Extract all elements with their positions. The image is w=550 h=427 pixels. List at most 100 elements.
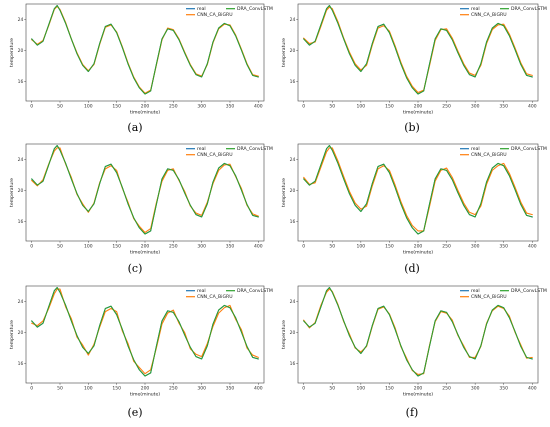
x-tick-label: 250 <box>442 104 451 110</box>
y-tick-label: 24 <box>18 17 24 23</box>
legend-label: CNN_CA_BiGRU <box>197 12 233 18</box>
x-tick-label: 0 <box>30 386 33 392</box>
x-tick-label: 50 <box>329 386 335 392</box>
series-line-cnn-ca-bigru <box>31 5 259 94</box>
x-tick-label: 400 <box>254 104 263 110</box>
x-tick-label: 300 <box>197 386 206 392</box>
x-tick-label: 200 <box>414 104 423 110</box>
y-tick-label: 20 <box>290 48 296 54</box>
x-tick-label: 400 <box>254 244 263 250</box>
legend-label: CNN_CA_BiGRU <box>197 294 233 300</box>
y-axis-label: temperature <box>281 38 287 67</box>
series-line-cnn-ca-bigru <box>303 6 533 94</box>
x-tick-label: 50 <box>329 104 335 110</box>
x-tick-label: 250 <box>169 386 178 392</box>
legend-label: DRA_ConvLSTM <box>237 288 273 294</box>
series-line-cnn-ca-bigru <box>31 288 259 375</box>
series-line-dra-convlstm <box>303 5 533 95</box>
x-tick-label: 100 <box>84 386 93 392</box>
x-tick-label: 100 <box>357 104 366 110</box>
plot-frame <box>297 285 539 384</box>
x-axis-label: time(minute) <box>130 110 160 116</box>
series-line-cnn-ca-bigru <box>31 147 259 234</box>
x-axis-label: time(minute) <box>130 392 160 398</box>
x-tick-label: 200 <box>414 244 423 250</box>
x-tick-label: 350 <box>226 104 235 110</box>
panel-label: (b) <box>404 121 420 134</box>
legend-label: DRA_ConvLSTM <box>511 288 547 294</box>
x-tick-label: 250 <box>442 386 451 392</box>
series-line-cnn-ca-bigru <box>303 147 533 232</box>
y-tick-label: 16 <box>290 361 296 367</box>
y-tick-label: 24 <box>290 299 296 305</box>
chart-panel-5: 0 50 100 150 200 250 300 350 400 16 20 24 time(minut… <box>9 285 273 419</box>
legend-label: real <box>471 146 480 152</box>
legend-label: CNN_CA_BiGRU <box>471 12 507 18</box>
y-axis-label: temperature <box>9 320 15 349</box>
legend-label: real <box>471 6 480 12</box>
x-axis-label: time(minute) <box>403 110 433 116</box>
y-tick-label: 16 <box>18 79 24 85</box>
plot-frame <box>25 3 265 102</box>
y-tick-label: 24 <box>18 299 24 305</box>
legend-label: DRA_ConvLSTM <box>237 6 273 12</box>
y-tick-label: 20 <box>18 48 24 54</box>
chart-panel-2: 0 50 100 150 200 250 300 350 400 16 20 24 time(minut… <box>281 3 547 134</box>
y-axis-label: temperature <box>281 178 287 207</box>
x-tick-label: 300 <box>197 104 206 110</box>
series-line-real <box>303 145 533 235</box>
x-tick-label: 50 <box>329 244 335 250</box>
x-tick-label: 150 <box>385 386 394 392</box>
x-tick-label: 150 <box>112 244 121 250</box>
x-tick-label: 400 <box>528 244 537 250</box>
x-tick-label: 100 <box>84 104 93 110</box>
y-tick-label: 20 <box>290 188 296 194</box>
panel-label: (a) <box>127 121 142 134</box>
series-line-real <box>303 5 533 95</box>
x-tick-label: 100 <box>357 244 366 250</box>
series-line-dra-convlstm <box>303 287 533 377</box>
legend-label: real <box>197 288 206 294</box>
x-tick-label: 400 <box>528 104 537 110</box>
y-tick-label: 16 <box>18 219 24 225</box>
x-tick-label: 350 <box>226 244 235 250</box>
panel-label: (d) <box>404 262 420 275</box>
x-tick-label: 0 <box>30 104 33 110</box>
panel-label: (c) <box>128 262 143 275</box>
legend-label: real <box>197 6 206 12</box>
x-tick-label: 50 <box>57 244 63 250</box>
chart-panel-3: 0 50 100 150 200 250 300 350 400 16 20 24 time(minut… <box>9 143 273 275</box>
legend-label: real <box>471 288 480 294</box>
series-line-real <box>31 145 259 235</box>
legend-label: CNN_CA_BiGRU <box>471 152 507 158</box>
series-line-real <box>31 5 259 95</box>
x-tick-label: 400 <box>254 386 263 392</box>
x-tick-label: 350 <box>499 104 508 110</box>
y-axis-label: temperature <box>281 320 287 349</box>
y-tick-label: 24 <box>18 157 24 163</box>
y-tick-label: 16 <box>18 361 24 367</box>
y-tick-label: 20 <box>290 330 296 336</box>
x-tick-label: 300 <box>471 386 480 392</box>
legend-label: DRA_ConvLSTM <box>237 146 273 152</box>
legend-label: CNN_CA_BiGRU <box>197 152 233 158</box>
y-axis-label: temperature <box>9 178 15 207</box>
chart-panel-6: 0 50 100 150 200 250 300 350 400 16 20 24 time(minut… <box>281 285 547 419</box>
legend-label: DRA_ConvLSTM <box>511 146 547 152</box>
series-line-dra-convlstm <box>31 287 259 377</box>
x-tick-label: 150 <box>385 244 394 250</box>
x-tick-label: 200 <box>414 386 423 392</box>
x-tick-label: 350 <box>499 244 508 250</box>
x-tick-label: 0 <box>30 244 33 250</box>
legend-label: real <box>197 146 206 152</box>
x-tick-label: 50 <box>57 386 63 392</box>
x-tick-label: 200 <box>141 104 150 110</box>
chart-panel-1: 0 50 100 150 200 250 300 350 400 16 20 24 time(minut… <box>9 3 273 134</box>
plot-frame <box>297 143 539 242</box>
x-tick-label: 0 <box>302 386 305 392</box>
plot-frame <box>25 285 265 384</box>
x-tick-label: 300 <box>197 244 206 250</box>
plot-frame <box>297 3 539 102</box>
series-line-dra-convlstm <box>31 5 259 95</box>
